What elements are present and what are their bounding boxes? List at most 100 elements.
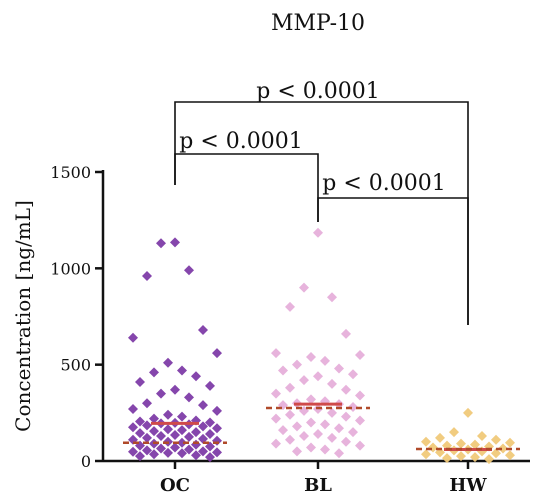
significance-brackets: p < 0.0001 p < 0.0001 p < 0.0001 [174, 79, 469, 325]
data-point [449, 427, 459, 438]
data-point [205, 441, 215, 452]
data-point [327, 378, 337, 389]
data-point [355, 390, 365, 401]
data-point [149, 367, 159, 378]
data-point [285, 301, 295, 312]
significance-bracket [317, 197, 469, 325]
data-point [205, 452, 215, 463]
data-point [212, 405, 222, 416]
data-point [421, 436, 431, 447]
data-point [285, 382, 295, 393]
data-point [421, 449, 431, 460]
p-value-label: p < 0.0001 [256, 79, 379, 104]
data-point [212, 435, 222, 446]
data-point [341, 411, 351, 422]
data-point [292, 421, 302, 432]
y-tick-label: 1500 [50, 163, 91, 182]
chart-title: MMP-10 [271, 11, 365, 36]
significance-bracket [174, 153, 319, 222]
data-point [149, 426, 159, 437]
data-point [170, 237, 180, 248]
data-point [135, 416, 145, 427]
data-point [198, 433, 208, 444]
data-point [285, 409, 295, 420]
data-point [212, 423, 222, 434]
data-point [334, 423, 344, 434]
data-point [163, 357, 173, 368]
data-point [491, 434, 501, 445]
data-point [491, 448, 501, 459]
data-point [177, 365, 187, 376]
data-point [278, 365, 288, 376]
data-point [498, 443, 508, 454]
data-point [184, 265, 194, 276]
data-point [271, 388, 281, 399]
data-point [163, 447, 173, 458]
data-point [142, 271, 152, 282]
data-point [327, 432, 337, 443]
x-tick-label: OC [160, 475, 190, 496]
y-tick-label: 500 [60, 356, 91, 375]
data-point [128, 422, 138, 433]
data-point [341, 328, 351, 339]
data-point [463, 407, 473, 418]
data-point [348, 427, 358, 438]
data-point [198, 324, 208, 335]
data-point [327, 292, 337, 303]
x-tick-label: HW [449, 475, 487, 496]
data-point [271, 413, 281, 424]
data-point [306, 442, 316, 453]
data-point [149, 449, 159, 460]
data-point [177, 437, 187, 448]
data-point [156, 443, 166, 454]
x-tick-label: BL [304, 475, 332, 496]
data-point [212, 447, 222, 458]
data-point [149, 413, 159, 424]
data-point [156, 430, 166, 441]
p-value-label: p < 0.0001 [322, 171, 445, 196]
data-point [142, 398, 152, 409]
data-point [292, 446, 302, 457]
data-point [163, 424, 173, 435]
data-point [320, 419, 330, 430]
data-point [320, 355, 330, 366]
data-point [191, 371, 201, 382]
data-point [205, 429, 215, 440]
data-point [355, 350, 365, 361]
data-point [205, 417, 215, 428]
data-point [341, 436, 351, 447]
data-point [334, 448, 344, 459]
data-point [435, 432, 445, 443]
data-point [299, 430, 309, 441]
axes: 0 500 1000 1500 OC BL HW [50, 163, 530, 496]
data-points [128, 227, 515, 465]
data-point [505, 450, 515, 461]
y-axis-title: Concentration [ng/mL] [11, 200, 35, 432]
data-point [163, 409, 173, 420]
data-point [306, 417, 316, 428]
data-point [135, 428, 145, 439]
data-point [156, 238, 166, 249]
data-point [170, 384, 180, 395]
data-point [299, 282, 309, 293]
data-point [212, 348, 222, 359]
data-point [292, 359, 302, 370]
data-point [313, 227, 323, 238]
data-point [470, 452, 480, 463]
data-point [205, 380, 215, 391]
data-point [177, 425, 187, 436]
data-point [334, 363, 344, 374]
data-point [327, 407, 337, 418]
data-point [278, 425, 288, 436]
p-value-label: p < 0.0001 [179, 129, 302, 154]
data-point [484, 454, 494, 465]
data-point [191, 427, 201, 438]
data-point [135, 451, 145, 462]
data-point [191, 450, 201, 461]
data-point [477, 430, 487, 441]
data-point [320, 444, 330, 455]
data-point [313, 371, 323, 382]
data-point [170, 429, 180, 440]
data-point [456, 451, 466, 462]
data-point [128, 446, 138, 457]
